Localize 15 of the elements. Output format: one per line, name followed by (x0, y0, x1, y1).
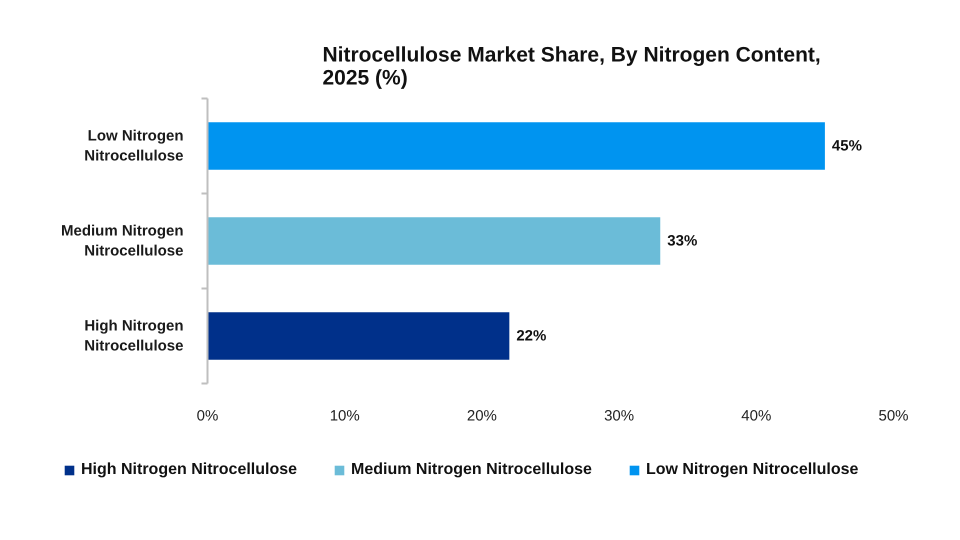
legend-label: Low Nitrogen Nitrocellulose (646, 461, 858, 479)
x-tick-label: 10% (330, 408, 360, 424)
y-tick-label: Medium Nitrogen Nitrocellulose (61, 222, 184, 260)
y-tick-label: Low Nitrogen Nitrocellulose (84, 127, 184, 165)
data-label: 22% (516, 328, 546, 344)
x-tick-label: 50% (878, 408, 909, 424)
chart-title: Nitrocellulose Market Share, By Nitrogen Content, 2025 (%) (322, 44, 821, 90)
data-label: 45% (832, 138, 862, 154)
y-tick-label: High Nitrogen Nitrocellulose (84, 317, 184, 355)
x-tick-label: 30% (604, 408, 634, 424)
x-tick-label: 20% (466, 408, 497, 424)
legend-label: Medium Nitrogen Nitrocellulose (351, 461, 592, 479)
x-tick-label: 40% (741, 408, 772, 424)
data-label: 33% (667, 232, 698, 250)
x-tick-label: 0% (196, 408, 218, 424)
